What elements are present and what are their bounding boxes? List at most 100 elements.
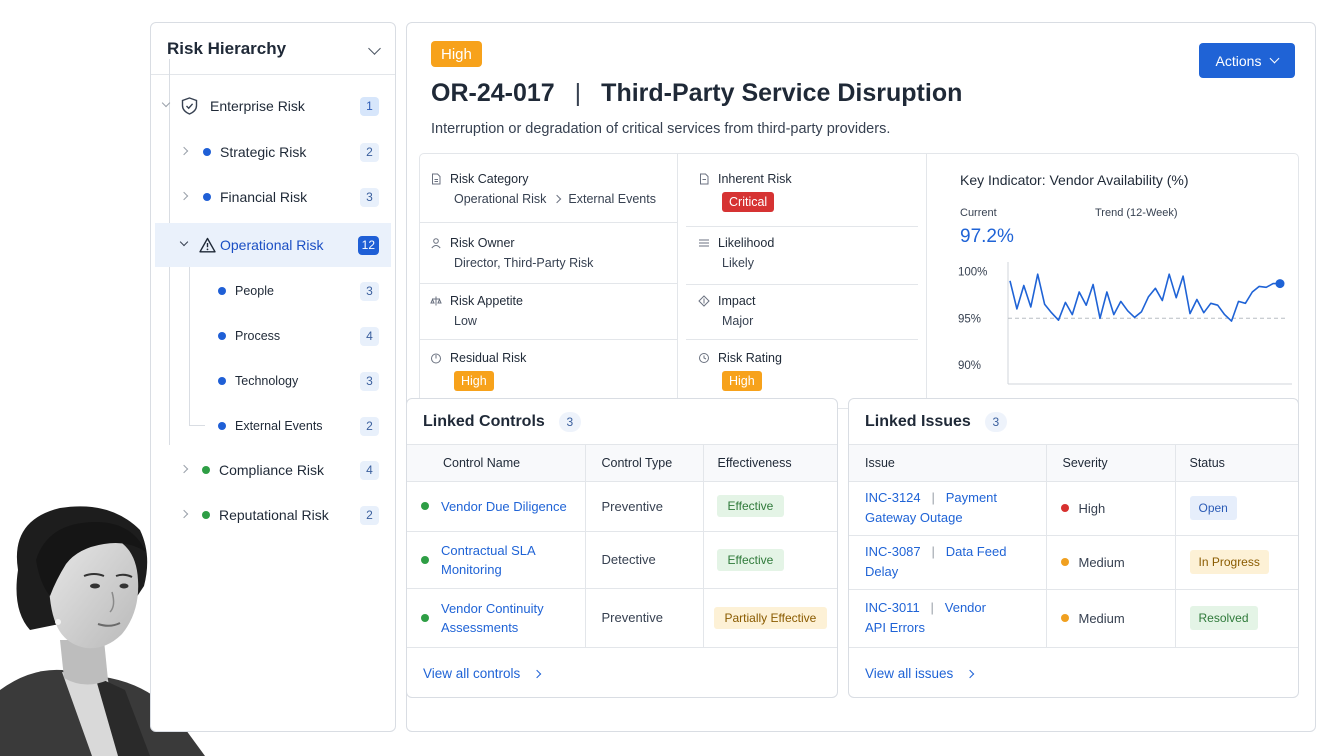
tree-item-label: Compliance Risk <box>219 462 325 478</box>
attr-impact: Impact Major <box>698 294 756 328</box>
tree-item-label: Strategic Risk <box>220 144 307 160</box>
status-dot <box>218 422 226 430</box>
residual-risk-badge: High <box>454 371 494 391</box>
attr-value: External Events <box>568 192 656 206</box>
status-dot <box>421 613 429 622</box>
control-link[interactable]: Vendor Continuity Assessments <box>441 600 544 635</box>
tree-item-people[interactable]: People 3 <box>155 270 391 312</box>
view-all-controls-link[interactable]: View all controls <box>423 666 542 681</box>
linked-issues-title: Linked Issues <box>865 412 971 430</box>
chevron-down-icon[interactable] <box>179 237 189 247</box>
chevron-right-icon[interactable] <box>179 464 189 474</box>
issues-table: Issue Severity Status INC-3124 | Payment… <box>849 445 1298 648</box>
issue-link[interactable]: INC-3087 | Data Feed Delay <box>849 535 1046 590</box>
tree-item-operational-risk[interactable]: Operational Risk 12 <box>155 223 391 267</box>
attr-risk-rating: Risk Rating High <box>698 351 782 391</box>
controls-table: Control Name Control Type Effectiveness … <box>407 445 837 648</box>
attr-label: Residual Risk <box>450 351 527 365</box>
inherent-risk-badge: Critical <box>722 192 775 212</box>
status-dot <box>218 332 226 340</box>
shield-check-icon <box>181 97 198 115</box>
document-icon <box>432 173 441 185</box>
tree-item-reputational-risk[interactable]: Reputational Risk 2 <box>155 494 391 536</box>
risk-hierarchy-header[interactable]: Risk Hierarchy <box>151 23 395 75</box>
actions-button[interactable]: Actions <box>1199 43 1295 78</box>
tree-item-label: Reputational Risk <box>219 507 329 523</box>
status-dot <box>218 287 226 295</box>
chevron-down-icon <box>1270 53 1280 64</box>
count-badge: 4 <box>360 326 379 346</box>
effectiveness-badge: Effective <box>716 548 785 571</box>
attr-value: Major <box>722 314 754 328</box>
attr-value: Operational Risk <box>454 192 547 206</box>
tree-item-label: People <box>235 284 274 298</box>
issue-link[interactable]: INC-3011 | Vendor API Errors <box>849 589 1046 648</box>
count-badge: 1 <box>360 96 379 116</box>
chevron-right-icon <box>553 194 562 204</box>
control-link[interactable]: Vendor Due Diligence <box>441 498 567 514</box>
attr-value: Director, Third-Party Risk <box>454 256 594 270</box>
count-badge: 2 <box>360 416 379 436</box>
view-all-label: View all controls <box>423 666 521 681</box>
table-row: INC-3011 | Vendor API Errors Medium Resol… <box>849 589 1298 648</box>
column-header[interactable]: Status <box>1174 445 1298 482</box>
attr-label: Likelihood <box>718 236 775 250</box>
row-divider <box>420 339 677 340</box>
severity-dot <box>1060 614 1069 622</box>
chevron-right-icon[interactable] <box>179 191 189 201</box>
column-header[interactable]: Effectiveness <box>702 445 837 482</box>
effectiveness-badge: Effective <box>716 495 785 517</box>
tree-item-process[interactable]: Process 4 <box>155 315 391 357</box>
count-badge: 3 <box>360 187 379 207</box>
row-divider <box>686 284 918 285</box>
count-badge: 3 <box>360 281 379 301</box>
status-dot <box>203 193 211 201</box>
column-header[interactable]: Control Type <box>584 445 703 482</box>
chevron-right-icon <box>533 669 542 678</box>
tree-item-label: Enterprise Risk <box>210 98 305 114</box>
document-icon <box>700 173 709 185</box>
chevron-down-icon[interactable] <box>368 42 381 55</box>
status-dot <box>421 555 429 564</box>
kpi-title: Key Indicator: Vendor Availability (%) <box>960 172 1189 188</box>
attr-label: Risk Category <box>450 172 529 186</box>
attr-label: Inherent Risk <box>718 172 792 186</box>
tree-item-strategic-risk[interactable]: Strategic Risk 2 <box>155 131 391 173</box>
tree-item-compliance-risk[interactable]: Compliance Risk 4 <box>155 449 391 491</box>
page-title: OR-24-017 | Third-Party Service Disrupti… <box>431 79 962 108</box>
status-dot <box>218 377 226 385</box>
issue-link[interactable]: INC-3124 | Payment Gateway Outage <box>849 481 1046 536</box>
control-type: Preventive <box>584 588 703 648</box>
control-link[interactable]: Contractual SLA Monitoring <box>441 542 536 577</box>
tree-item-external-events[interactable]: External Events 2 <box>155 405 391 447</box>
column-header[interactable]: Control Name <box>407 445 585 482</box>
tree-item-technology[interactable]: Technology 3 <box>155 360 391 402</box>
risk-hierarchy-title: Risk Hierarchy <box>167 38 287 58</box>
status-dot <box>202 511 210 519</box>
chevron-right-icon[interactable] <box>179 509 189 519</box>
risk-description: Interruption or degradation of critical … <box>431 121 891 137</box>
tree-item-financial-risk[interactable]: Financial Risk 3 <box>155 176 391 218</box>
layers-icon <box>699 239 709 247</box>
column-header[interactable]: Severity <box>1045 445 1175 482</box>
status-badge: In Progress <box>1189 550 1269 574</box>
chevron-down-icon[interactable] <box>161 98 171 108</box>
view-all-label: View all issues <box>865 666 954 681</box>
tree-item-label: Process <box>235 329 281 343</box>
attr-risk-appetite: Risk Appetite Low <box>430 294 523 328</box>
attr-label: Risk Appetite <box>450 294 523 308</box>
chevron-right-icon[interactable] <box>179 146 189 156</box>
count-badge: 2 <box>360 142 379 162</box>
status-badge: Resolved <box>1189 606 1258 630</box>
table-row: Contractual SLA Monitoring Detective Effe… <box>407 531 837 589</box>
severity-label: Medium <box>1078 554 1125 570</box>
table-row: INC-3087 | Data Feed Delay Medium In Prog… <box>849 535 1298 590</box>
tree-item-enterprise-risk[interactable]: Enterprise Risk 1 <box>155 85 391 127</box>
actions-label: Actions <box>1215 52 1262 69</box>
view-all-issues-link[interactable]: View all issues <box>865 666 975 681</box>
attr-label: Risk Rating <box>718 351 782 365</box>
warning-icon <box>199 237 216 253</box>
effectiveness-badge: Partially Effective <box>713 606 828 629</box>
attr-likelihood: Likelihood Likely <box>698 236 774 270</box>
column-header[interactable]: Issue <box>849 445 1046 482</box>
